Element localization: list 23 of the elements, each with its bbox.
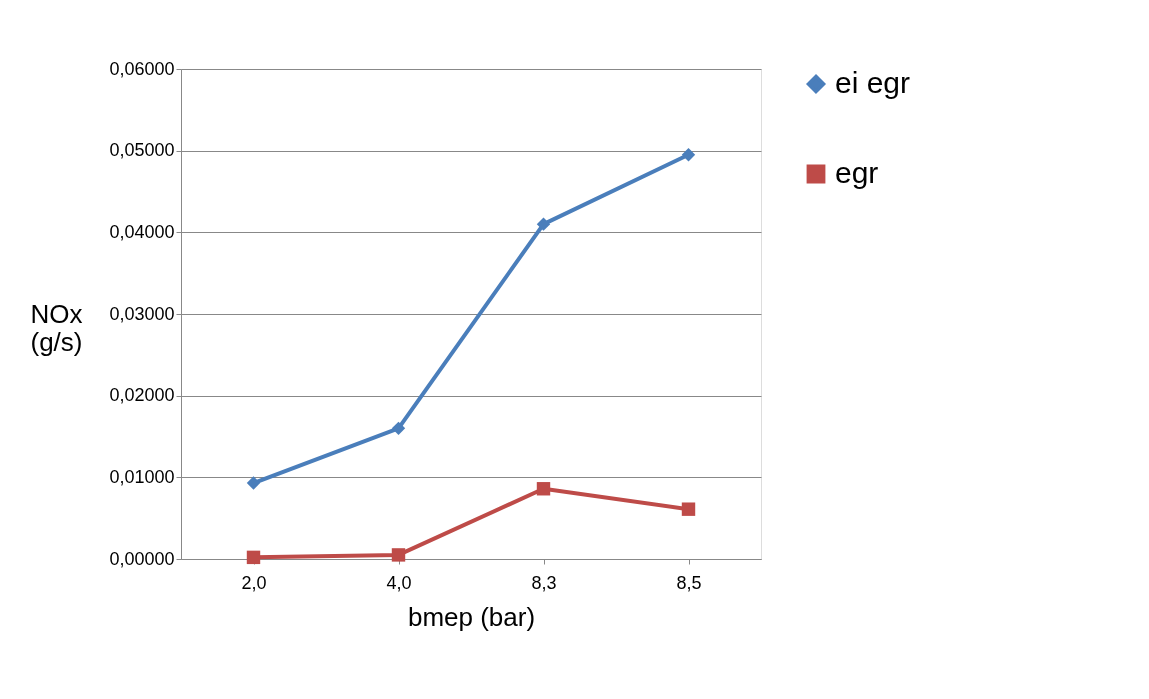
y-tick-label: 0,01000 (109, 466, 175, 487)
y-tick-label: 0,04000 (109, 221, 175, 242)
x-tick-label: 4,0 (386, 572, 412, 593)
y-tick-label: 0,03000 (109, 303, 175, 324)
point (391, 421, 406, 436)
point (246, 476, 261, 490)
y-tick-label: 0,02000 (109, 385, 175, 406)
point (536, 217, 551, 231)
y-axis-title: NOx (g/s) (30, 298, 83, 357)
legend-label: ei egr (835, 66, 911, 99)
point (536, 482, 551, 496)
y-tick-label: 0,05000 (109, 140, 175, 161)
point (681, 148, 696, 162)
x-tick-label: 8,3 (531, 572, 557, 593)
x-tick-label: 2,0 (241, 572, 267, 593)
y-tick-label: 0,00000 (109, 548, 175, 569)
x-axis-title: bmep (bar) (407, 601, 536, 632)
point (681, 502, 696, 516)
legend-label: egr (835, 156, 879, 189)
point (246, 550, 261, 565)
point (391, 548, 406, 562)
x-tick-label: 8,5 (676, 572, 702, 593)
y-tick-label: 0,06000 (109, 58, 175, 79)
